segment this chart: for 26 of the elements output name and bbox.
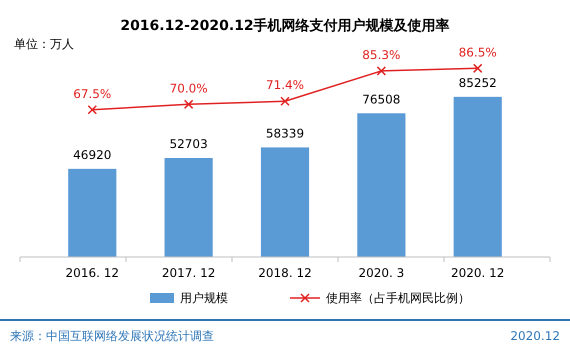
data-label: 58339	[266, 126, 304, 140]
chart-title: 2016.12-2020.12手机网络支付用户规模及使用率	[120, 17, 450, 34]
text: 单位：万人	[14, 37, 74, 51]
data-label: 70.0%	[170, 81, 208, 96]
data-label: 71.4%	[266, 78, 304, 92]
bar	[357, 113, 406, 257]
data-label: 85252	[458, 76, 497, 90]
data-label: 67.5%	[73, 86, 112, 101]
bar	[454, 96, 502, 257]
bar	[164, 158, 213, 257]
data-label: 46920	[73, 148, 112, 162]
data-label: 52703	[170, 136, 208, 151]
bar	[68, 168, 116, 257]
data-label: 86.5%	[458, 45, 497, 60]
x-tick-label: 2017. 12	[162, 266, 216, 280]
legend-label: 使用率（占手机网民比例）	[326, 291, 470, 305]
text: 2020.12	[510, 329, 560, 343]
x-tick-label: 2016. 12	[66, 266, 119, 280]
x-tick-label: 2020. 12	[451, 266, 504, 280]
data-label: 76508	[362, 92, 400, 106]
data-label: 85.3%	[362, 48, 400, 62]
x-tick-label: 2020. 3	[358, 266, 404, 280]
legend-label: 用户规模	[180, 291, 228, 305]
source-note: 来源：中国互联网络发展状况统计调查	[10, 329, 214, 343]
x-tick-label: 2018. 12	[258, 266, 312, 280]
bar	[260, 147, 310, 257]
